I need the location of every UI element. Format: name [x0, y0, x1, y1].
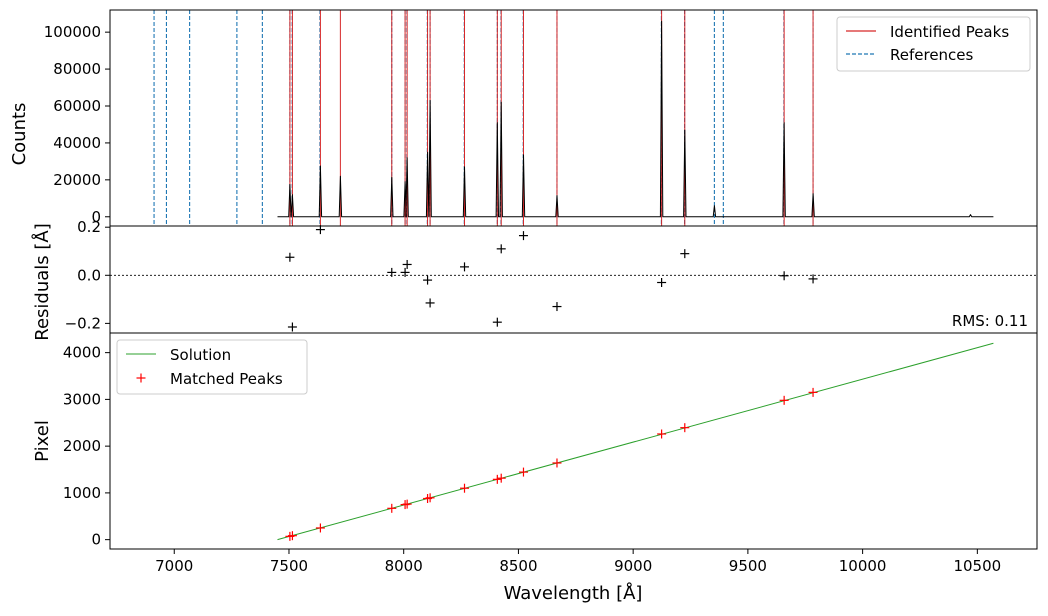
legend-matched-peaks-marker — [136, 373, 146, 383]
solution-y-tick-label: 3000 — [63, 390, 101, 408]
solution-legend-box — [116, 339, 308, 395]
residual-point — [518, 231, 528, 241]
residual-point — [779, 271, 789, 281]
residual-point — [315, 225, 325, 235]
matched-peak-point — [425, 493, 435, 503]
legend-matched-peaks-swatch — [136, 373, 146, 383]
x-tick-label: 9500 — [729, 557, 767, 575]
legend-matched-peaks-label: Matched Peaks — [170, 370, 283, 388]
residual-point — [492, 317, 502, 327]
matched-peak-point — [808, 387, 818, 397]
x-tick-label: 9000 — [614, 557, 652, 575]
solution-y-tick-label: 2000 — [63, 437, 101, 455]
matched-peak-point — [402, 499, 412, 509]
residual-point — [285, 252, 295, 262]
residuals-panel: −0.2 0.0 0.2 RMS: 0.11 Residuals [Å] — [31, 218, 1038, 341]
legend-solution-label: Solution — [170, 346, 231, 364]
residual-point — [680, 249, 690, 259]
matched-peak-point — [657, 429, 667, 439]
matched-peak-point — [315, 523, 325, 533]
matched-peak-point — [680, 423, 690, 433]
spectrum-y-axis-label: Counts — [9, 103, 30, 166]
x-tick-label: 7500 — [270, 557, 308, 575]
spectrum-y-tick-label: 60000 — [53, 97, 101, 115]
residual-point — [657, 278, 667, 288]
residuals-y-axis-label: Residuals [Å] — [31, 223, 53, 340]
residuals-y-tick-label: 0.0 — [77, 266, 101, 284]
solution-y-tick-label: 4000 — [63, 344, 101, 362]
matched-peak-point — [496, 473, 506, 483]
spectrum-legend: Identified Peaks References — [836, 16, 1031, 72]
legend-references-label: References — [890, 46, 974, 64]
x-tick-label: 7000 — [155, 557, 193, 575]
solution-legend: Solution Matched Peaks — [116, 339, 308, 395]
residual-point — [400, 267, 410, 277]
x-tick-label: 8500 — [499, 557, 537, 575]
solution-frame — [109, 332, 1038, 550]
matched-peak-point — [492, 474, 502, 484]
solution-y-tick-label: 1000 — [63, 484, 101, 502]
residual-point — [552, 302, 562, 312]
matched-peak-point — [460, 483, 470, 493]
spectrum-legend-box — [836, 16, 1031, 72]
spectrum-y-tick-label: 80000 — [53, 60, 101, 78]
residual-point — [402, 259, 412, 269]
spectrum-y-tick-label: 0 — [91, 208, 101, 226]
spectrum-trace — [277, 20, 994, 218]
solution-panel: 0 1000 2000 3000 4000 7000 7500 8000 8500 9000 95… — [32, 332, 1038, 604]
legend-identified-peaks-label: Identified Peaks — [890, 23, 1009, 41]
rms-annotation: RMS: 0.11 — [952, 312, 1028, 330]
matched-peak-point — [387, 503, 397, 513]
x-tick-label: 8000 — [385, 557, 423, 575]
residual-point — [423, 275, 433, 285]
residual-point — [808, 274, 818, 284]
residual-point — [425, 298, 435, 308]
spectrum-y-tick-label: 40000 — [53, 134, 101, 152]
residual-point — [460, 262, 470, 272]
residuals-y-tick-label: −0.2 — [65, 314, 101, 332]
spectrum-panel: 0 20000 40000 60000 80000 100000 Identified P… — [9, 9, 1038, 227]
matched-peak-point — [518, 467, 528, 477]
residual-point — [496, 244, 506, 254]
residuals-plot-area — [110, 226, 1037, 333]
residual-point — [387, 267, 397, 277]
solution-y-tick-label: 0 — [91, 531, 101, 549]
matched-peak-point — [287, 531, 297, 541]
matched-peak-point — [552, 458, 562, 468]
residual-point — [287, 322, 297, 332]
solution-y-axis-label: Pixel — [32, 420, 53, 462]
spectrum-y-tick-label: 100000 — [44, 23, 101, 41]
x-tick-label: 10500 — [953, 557, 1001, 575]
x-axis-label: Wavelength [Å] — [504, 582, 643, 604]
solution-line — [277, 342, 994, 541]
matched-peak-point — [779, 395, 789, 405]
spectrum-y-tick-label: 20000 — [53, 171, 101, 189]
residuals-y-tick-label: 0.2 — [77, 218, 101, 236]
x-tick-label: 10000 — [839, 557, 887, 575]
